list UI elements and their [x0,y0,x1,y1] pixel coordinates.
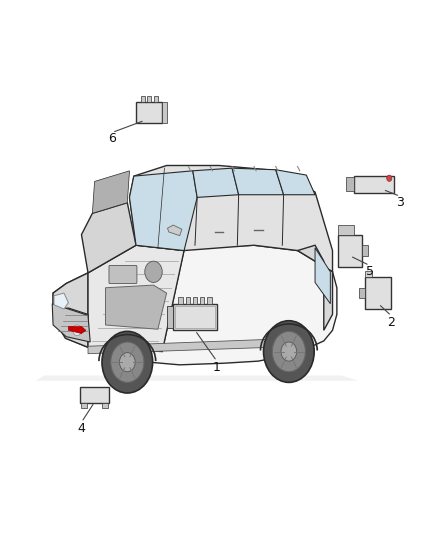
Polygon shape [81,203,136,273]
Circle shape [73,325,81,336]
Circle shape [387,175,392,181]
FancyBboxPatch shape [154,96,158,102]
FancyBboxPatch shape [147,96,151,102]
FancyBboxPatch shape [178,297,183,304]
Polygon shape [88,245,184,352]
FancyBboxPatch shape [186,297,190,304]
Polygon shape [297,245,332,330]
Polygon shape [54,293,68,309]
FancyBboxPatch shape [200,297,205,304]
FancyBboxPatch shape [109,265,137,284]
Polygon shape [167,225,182,236]
FancyBboxPatch shape [81,387,109,403]
Polygon shape [88,245,184,352]
Text: 2: 2 [388,316,396,329]
Text: 4: 4 [78,422,85,435]
Polygon shape [53,245,337,365]
FancyBboxPatch shape [81,403,87,408]
FancyBboxPatch shape [162,102,167,123]
FancyBboxPatch shape [167,306,173,328]
FancyBboxPatch shape [193,297,197,304]
FancyBboxPatch shape [354,175,394,192]
Polygon shape [106,285,166,329]
FancyBboxPatch shape [136,102,162,123]
Circle shape [102,332,152,393]
Polygon shape [68,327,86,334]
Text: 5: 5 [366,265,374,278]
FancyBboxPatch shape [207,297,212,304]
FancyBboxPatch shape [359,288,365,298]
Circle shape [120,353,135,372]
Circle shape [272,332,305,372]
FancyBboxPatch shape [362,245,368,256]
Polygon shape [315,248,330,304]
Polygon shape [92,171,130,213]
Polygon shape [232,168,284,195]
Polygon shape [276,169,315,195]
FancyBboxPatch shape [346,177,354,191]
Polygon shape [35,375,359,381]
FancyBboxPatch shape [102,403,108,408]
Text: 3: 3 [396,196,404,209]
Circle shape [264,321,314,382]
FancyBboxPatch shape [365,277,392,309]
Circle shape [145,261,162,282]
Polygon shape [130,165,332,272]
Circle shape [111,342,144,382]
Circle shape [281,342,297,361]
Polygon shape [338,225,354,235]
Polygon shape [57,308,88,334]
Polygon shape [130,171,197,251]
Polygon shape [53,273,88,348]
FancyBboxPatch shape [141,96,145,102]
Polygon shape [193,168,239,197]
Text: 1: 1 [213,361,221,374]
Polygon shape [52,304,90,342]
Polygon shape [365,271,372,277]
FancyBboxPatch shape [173,304,217,330]
FancyBboxPatch shape [338,235,362,266]
Text: 6: 6 [108,132,116,146]
Polygon shape [88,338,302,354]
